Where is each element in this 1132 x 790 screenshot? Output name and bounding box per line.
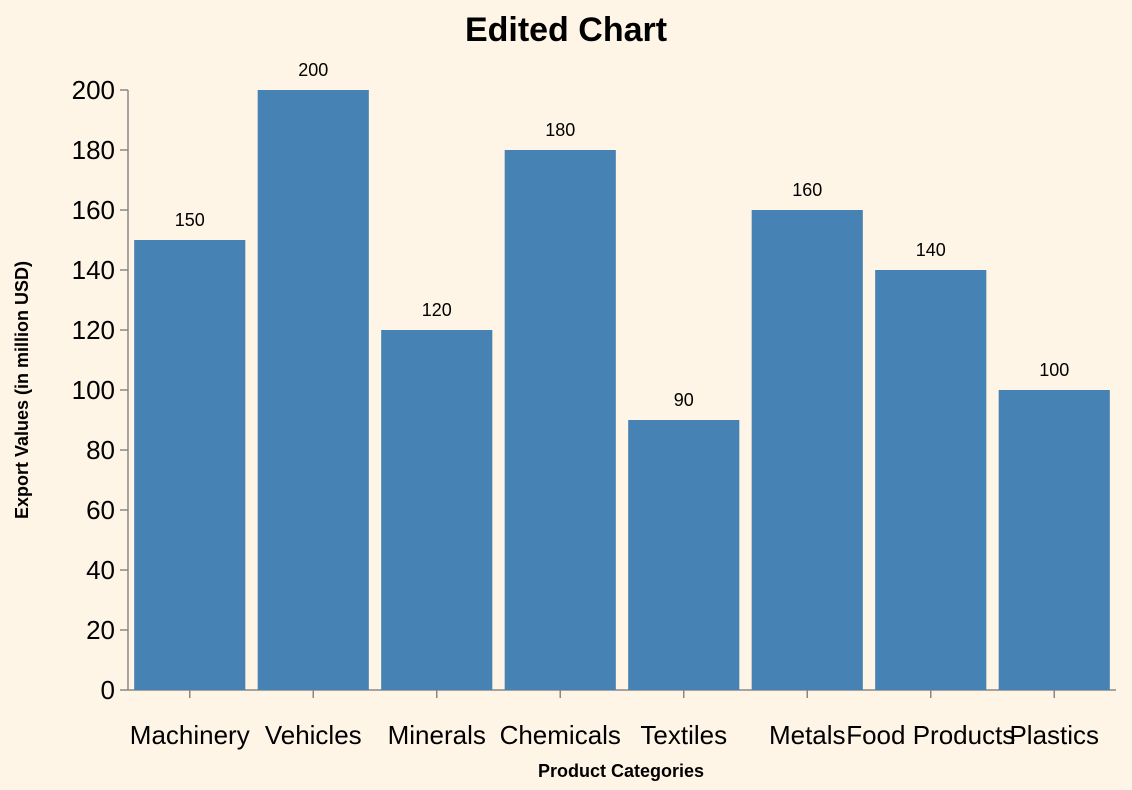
x-tick-label: Chemicals <box>500 720 621 750</box>
y-tick-label: 100 <box>72 375 115 405</box>
y-tick-label: 0 <box>101 675 115 705</box>
x-tick-label: Metals <box>769 720 846 750</box>
bar-food-products <box>875 270 987 690</box>
y-tick-label: 40 <box>86 555 115 585</box>
data-label: 140 <box>916 240 946 260</box>
data-label: 150 <box>175 210 205 230</box>
x-tick-label: Machinery <box>130 720 250 750</box>
bar-chemicals <box>504 150 616 690</box>
x-tick-label: Textiles <box>640 720 727 750</box>
x-tick-label: Food Products <box>846 720 1015 750</box>
y-axis-title: Export Values (in million USD) <box>12 261 32 519</box>
y-tick-label: 120 <box>72 315 115 345</box>
bar-textiles <box>628 420 740 690</box>
data-labels-group: 150 200 120 180 90 160 140 100 <box>175 60 1070 410</box>
data-label: 90 <box>674 390 694 410</box>
data-label: 200 <box>298 60 328 80</box>
y-tick-label: 180 <box>72 135 115 165</box>
y-tick-label: 60 <box>86 495 115 525</box>
y-tick-label: 160 <box>72 195 115 225</box>
bar-machinery <box>134 240 246 690</box>
x-tick-label: Plastics <box>1009 720 1099 750</box>
y-axis: 0 20 40 60 80 100 120 140 160 180 200 <box>72 75 129 705</box>
bar-vehicles <box>257 90 369 690</box>
y-tick-label: 20 <box>86 615 115 645</box>
bar-plastics <box>998 390 1110 690</box>
bars-group <box>134 90 1110 690</box>
x-tick-label: Minerals <box>388 720 486 750</box>
bar-minerals <box>381 330 493 690</box>
y-tick-label: 140 <box>72 255 115 285</box>
chart-title: Edited Chart <box>465 11 667 49</box>
data-label: 180 <box>545 120 575 140</box>
bar-metals <box>751 210 863 690</box>
y-tick-label: 200 <box>72 75 115 105</box>
data-label: 120 <box>422 300 452 320</box>
data-label: 100 <box>1039 360 1069 380</box>
x-tick-label: Vehicles <box>265 720 362 750</box>
data-label: 160 <box>792 180 822 200</box>
x-axis-title: Product Categories <box>538 761 704 781</box>
y-tick-label: 80 <box>86 435 115 465</box>
